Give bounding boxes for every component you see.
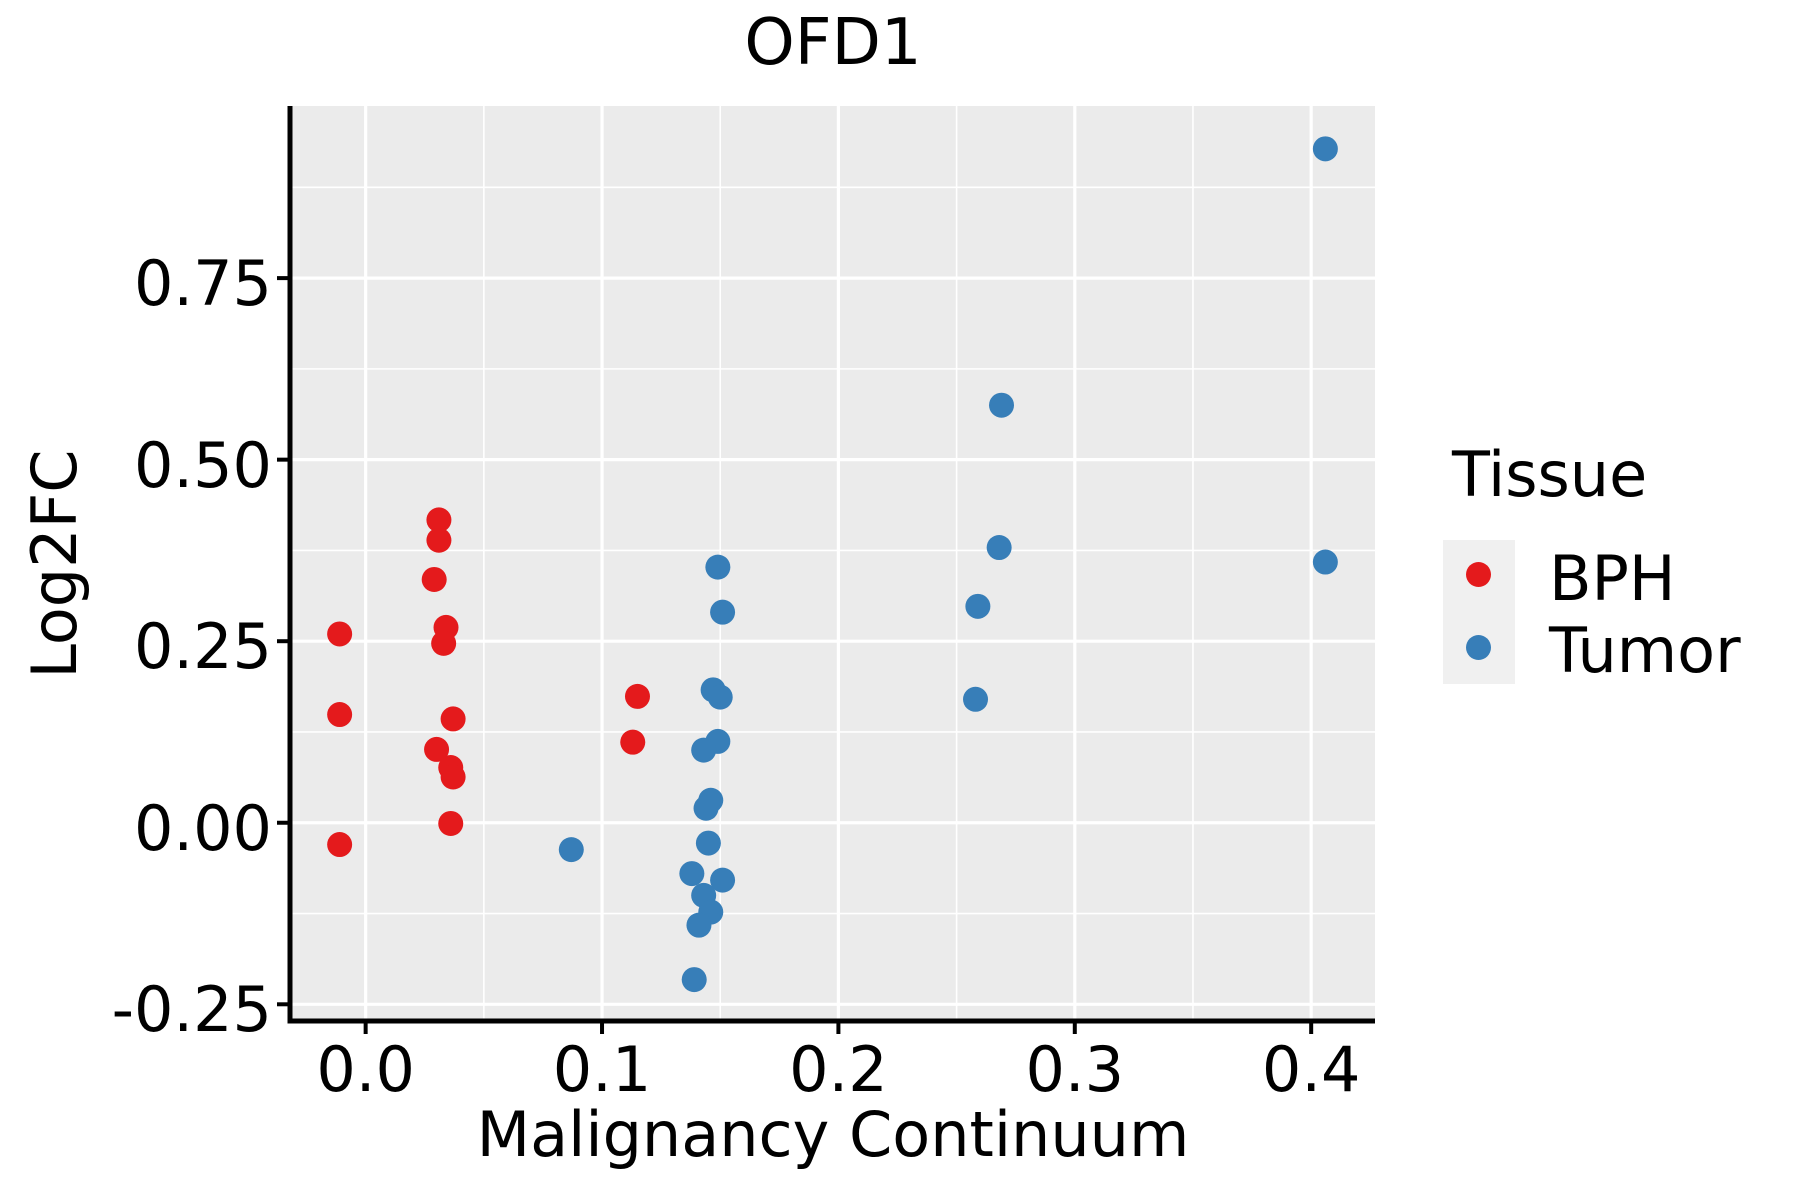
data-point-tumor bbox=[681, 967, 707, 993]
data-point-tumor bbox=[1312, 549, 1338, 575]
x-tick-label: 0.1 bbox=[552, 1033, 652, 1106]
plot-title: OFD1 bbox=[744, 6, 922, 80]
data-point-tumor bbox=[707, 684, 733, 710]
data-point-bph bbox=[426, 527, 452, 553]
data-point-bph bbox=[327, 832, 353, 858]
data-point-tumor bbox=[710, 867, 736, 893]
data-point-bph bbox=[438, 810, 464, 836]
x-tick-label: 0.4 bbox=[1261, 1033, 1361, 1106]
y-tick-label: -0.25 bbox=[111, 973, 272, 1047]
data-point-tumor bbox=[686, 912, 712, 938]
y-tick-label: 0.00 bbox=[133, 791, 272, 865]
data-point-bph bbox=[431, 630, 457, 656]
data-point-tumor bbox=[965, 593, 991, 619]
data-point-tumor bbox=[963, 686, 989, 712]
data-point-bph bbox=[440, 764, 466, 790]
data-point-bph bbox=[421, 566, 447, 592]
data-point-tumor bbox=[691, 737, 717, 763]
data-point-bph bbox=[620, 729, 646, 755]
panel-background bbox=[290, 106, 1375, 1021]
y-tick-label: 0.75 bbox=[133, 247, 272, 321]
data-point-tumor bbox=[1312, 136, 1338, 162]
legend-dot-bph-icon bbox=[1466, 562, 1491, 587]
legend-label-tumor: Tumor bbox=[1549, 614, 1741, 687]
legend-dot-tumor-icon bbox=[1466, 635, 1491, 660]
y-tick-label: 0.50 bbox=[133, 428, 272, 502]
data-point-bph bbox=[624, 683, 650, 709]
data-point-tumor bbox=[693, 795, 719, 821]
data-point-bph bbox=[327, 621, 353, 647]
legend-label-bph: BPH bbox=[1549, 542, 1676, 615]
data-point-tumor bbox=[695, 830, 721, 856]
y-tick-label: 0.25 bbox=[133, 610, 272, 684]
x-axis-label: Malignancy Continuum bbox=[476, 1098, 1190, 1171]
x-tick-label: 0.3 bbox=[1025, 1033, 1125, 1106]
y-axis-label: Log2FC bbox=[18, 449, 91, 679]
data-point-tumor bbox=[558, 837, 584, 863]
data-point-bph bbox=[327, 702, 353, 728]
data-point-tumor bbox=[710, 599, 736, 625]
data-point-bph bbox=[424, 736, 450, 762]
data-point-tumor bbox=[989, 392, 1015, 418]
data-point-bph bbox=[440, 706, 466, 732]
data-point-tumor bbox=[986, 535, 1012, 561]
data-point-tumor bbox=[705, 554, 731, 580]
x-tick-label: 0.0 bbox=[316, 1033, 415, 1106]
data-point-tumor bbox=[679, 861, 705, 887]
legend-title: Tissue bbox=[1452, 438, 1648, 511]
x-tick-label: 0.2 bbox=[789, 1033, 888, 1106]
data-point-bph bbox=[426, 507, 452, 533]
